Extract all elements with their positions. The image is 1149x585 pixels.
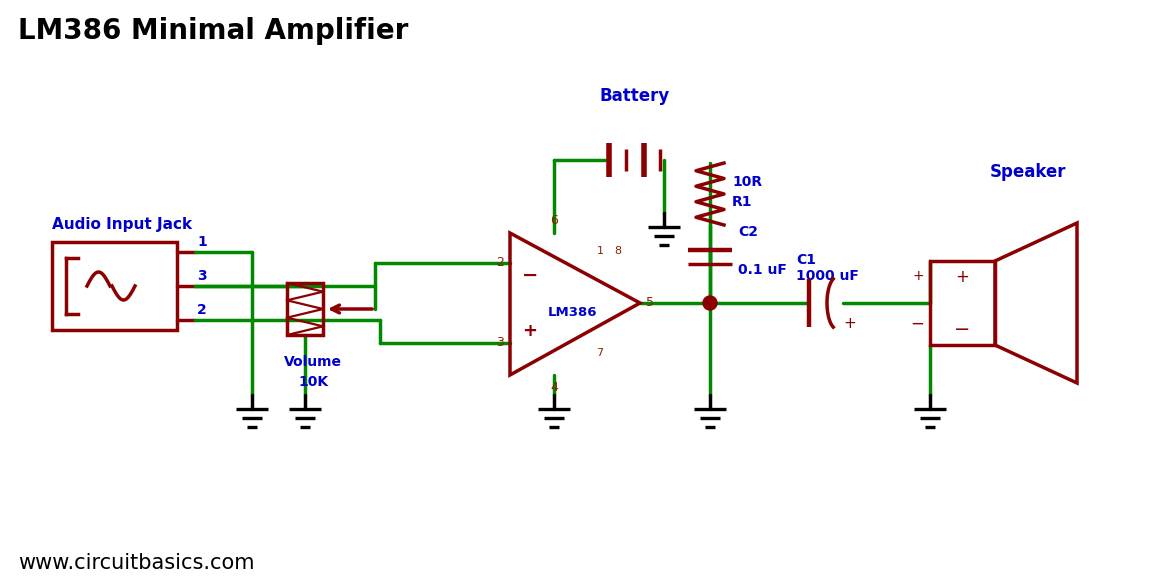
Text: 10R: 10R bbox=[732, 175, 762, 189]
Text: Speaker: Speaker bbox=[989, 163, 1066, 181]
Text: 3: 3 bbox=[496, 336, 504, 349]
Text: 5: 5 bbox=[646, 297, 654, 309]
Bar bbox=[930, 261, 995, 345]
Text: 10K: 10K bbox=[298, 375, 329, 389]
Text: −: − bbox=[955, 319, 971, 339]
Text: +: + bbox=[912, 269, 924, 283]
Text: 4: 4 bbox=[550, 381, 558, 394]
Text: Battery: Battery bbox=[600, 87, 670, 105]
Text: −: − bbox=[522, 266, 539, 284]
Text: 2: 2 bbox=[196, 303, 207, 317]
Text: 8: 8 bbox=[615, 246, 622, 256]
Text: +: + bbox=[522, 322, 537, 340]
Text: www.circuitbasics.com: www.circuitbasics.com bbox=[18, 553, 254, 573]
Text: 1: 1 bbox=[596, 246, 603, 256]
Text: LM386: LM386 bbox=[547, 307, 596, 319]
Text: 0.1 uF: 0.1 uF bbox=[738, 263, 787, 277]
Text: Audio Input Jack: Audio Input Jack bbox=[52, 217, 192, 232]
Text: −: − bbox=[910, 315, 924, 333]
Text: R1: R1 bbox=[732, 195, 753, 209]
Text: 1: 1 bbox=[196, 235, 207, 249]
Text: LM386 Minimal Amplifier: LM386 Minimal Amplifier bbox=[18, 17, 408, 45]
Text: C2: C2 bbox=[738, 225, 758, 239]
Text: 7: 7 bbox=[596, 348, 603, 358]
Text: 2: 2 bbox=[496, 256, 504, 270]
Circle shape bbox=[703, 296, 717, 310]
Text: 3: 3 bbox=[196, 269, 207, 283]
Text: Volume: Volume bbox=[284, 355, 342, 369]
Text: 1000 uF: 1000 uF bbox=[796, 269, 858, 283]
Text: +: + bbox=[843, 315, 856, 331]
Text: C1: C1 bbox=[796, 253, 816, 267]
Bar bbox=[52, 242, 177, 330]
Text: 6: 6 bbox=[550, 214, 558, 227]
Bar bbox=[287, 283, 323, 335]
Text: +: + bbox=[956, 268, 970, 286]
